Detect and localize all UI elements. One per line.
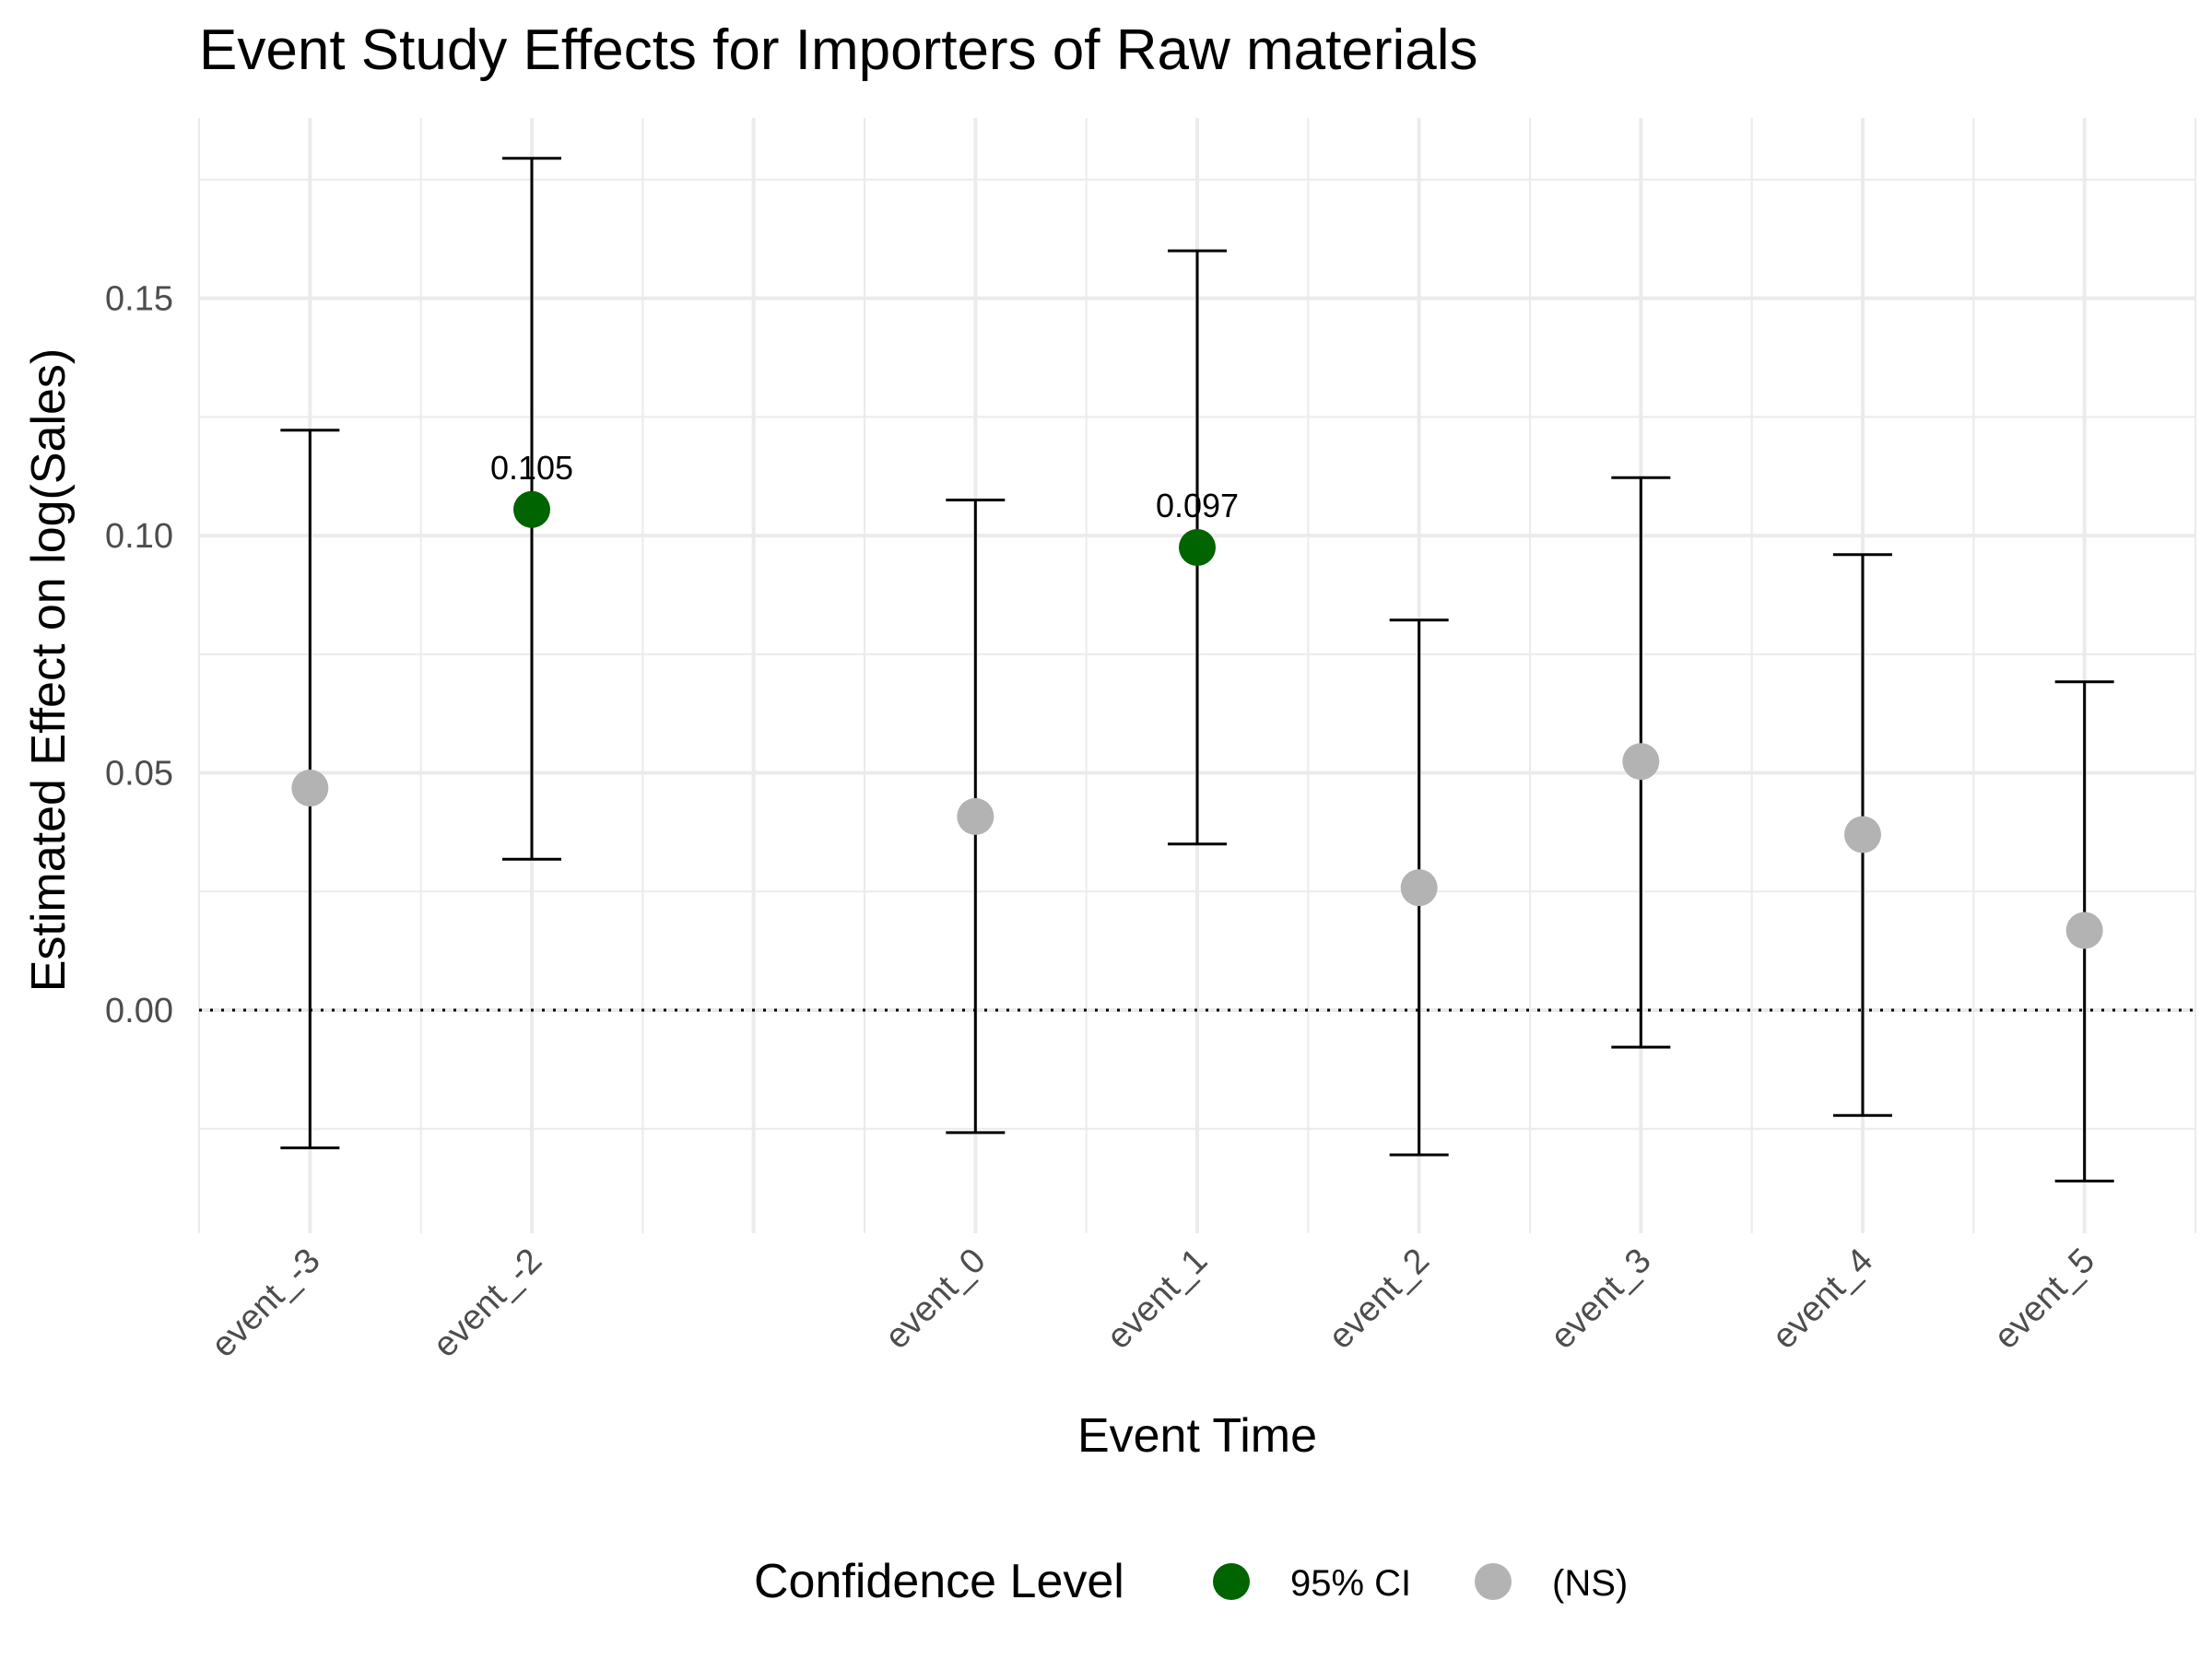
data-point xyxy=(291,770,329,807)
y-tick-label: 0.15 xyxy=(105,280,173,319)
x-tick-label: event_-3 xyxy=(204,1241,327,1365)
x-tick-label: event_-2 xyxy=(426,1241,549,1365)
x-ticks: event_-3 event_-2 event_0 event_1 event_2 eve… xyxy=(204,1241,2102,1365)
data-point xyxy=(1844,816,1881,853)
x-tick-label: event_3 xyxy=(1543,1241,1658,1357)
chart-title: Event Study Effects for Importers of Raw… xyxy=(199,18,1478,82)
data-point xyxy=(1179,528,1216,566)
y-tick-label: 0.00 xyxy=(105,992,173,1030)
y-tick-label: 0.10 xyxy=(105,517,173,556)
legend: Confidence Level 95% CI (NS) xyxy=(754,1555,1628,1608)
x-tick-label: event_5 xyxy=(1987,1241,2102,1357)
x-tick-label: event_2 xyxy=(1322,1241,1437,1357)
legend-label-95ci: 95% CI xyxy=(1290,1563,1411,1604)
points xyxy=(291,490,2103,949)
x-tick-label: event_1 xyxy=(1100,1241,1215,1357)
legend-title: Confidence Level xyxy=(754,1555,1124,1608)
data-point xyxy=(1400,869,1438,907)
x-tick-label: event_4 xyxy=(1765,1241,1880,1357)
point-value-label: 0.105 xyxy=(490,449,573,487)
y-tick-label: 0.05 xyxy=(105,755,173,794)
point-value-label: 0.097 xyxy=(1156,487,1239,524)
legend-label-ns: (NS) xyxy=(1552,1563,1628,1604)
point-labels: 0.105 0.097 xyxy=(490,449,1239,524)
legend-key-95ci xyxy=(1213,1563,1250,1600)
y-ticks: 0.00 0.05 0.10 0.15 xyxy=(105,280,173,1030)
y-axis-title: Estimated Effect on log(Sales) xyxy=(22,348,76,993)
data-point xyxy=(513,490,550,528)
x-tick-label: event_0 xyxy=(877,1241,993,1357)
data-point xyxy=(2065,912,2103,949)
x-axis-title: Event Time xyxy=(1077,1409,1317,1463)
legend-key-ns xyxy=(1475,1563,1512,1600)
data-point xyxy=(957,797,994,835)
data-point xyxy=(1622,743,1660,781)
